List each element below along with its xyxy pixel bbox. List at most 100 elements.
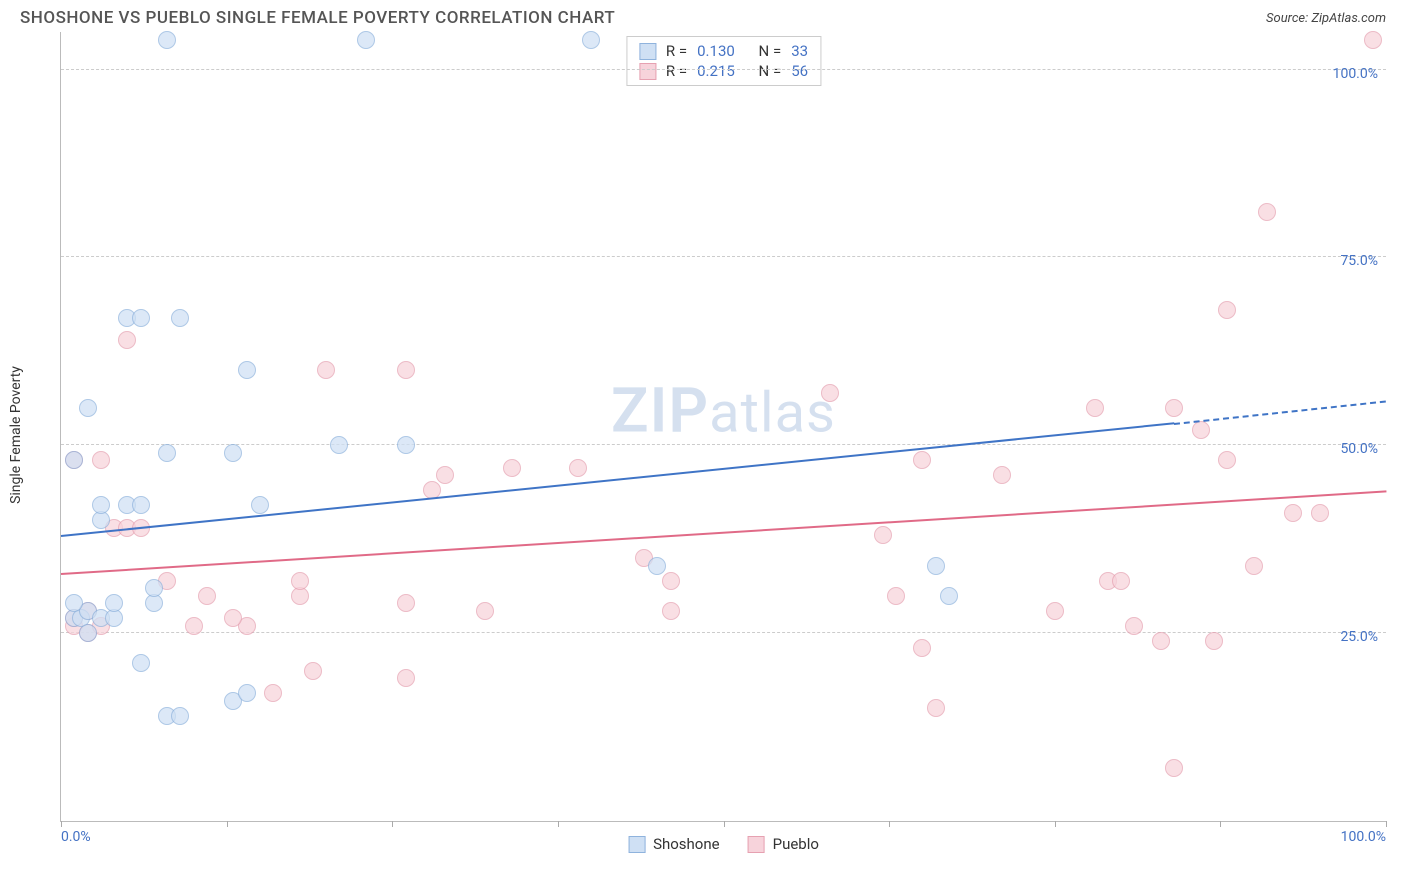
data-point-pueblo xyxy=(503,459,521,477)
data-point-pueblo xyxy=(397,594,415,612)
data-point-pueblo xyxy=(198,587,216,605)
data-point-pueblo xyxy=(185,617,203,635)
gridline xyxy=(61,69,1386,70)
x-tick xyxy=(392,821,393,827)
data-point-pueblo xyxy=(1364,31,1382,49)
data-point-pueblo xyxy=(569,459,587,477)
page-title: SHOSHONE VS PUEBLO SINGLE FEMALE POVERTY… xyxy=(20,8,615,28)
trend-line xyxy=(1174,400,1386,425)
data-point-pueblo xyxy=(1112,572,1130,590)
y-tick-label: 25.0% xyxy=(1340,629,1378,645)
correlation-legend: R = 0.130 N = 33 R = 0.215 N = 56 xyxy=(626,36,821,86)
data-point-pueblo xyxy=(1152,632,1170,650)
data-point-pueblo xyxy=(476,602,494,620)
data-point-pueblo xyxy=(1284,504,1302,522)
data-point-pueblo xyxy=(397,361,415,379)
data-point-shoshone xyxy=(92,496,110,514)
data-point-shoshone xyxy=(940,587,958,605)
swatch-pueblo xyxy=(748,836,765,853)
x-tick xyxy=(1220,821,1221,827)
legend-item-pueblo: Pueblo xyxy=(748,835,819,853)
data-point-shoshone xyxy=(171,707,189,725)
data-point-pueblo xyxy=(92,451,110,469)
data-point-pueblo xyxy=(1086,399,1104,417)
data-point-pueblo xyxy=(662,572,680,590)
data-point-pueblo xyxy=(1245,557,1263,575)
swatch-shoshone xyxy=(628,836,645,853)
swatch-shoshone xyxy=(639,43,656,60)
data-point-shoshone xyxy=(357,31,375,49)
data-point-pueblo xyxy=(1218,451,1236,469)
data-point-shoshone xyxy=(145,579,163,597)
data-point-pueblo xyxy=(1165,759,1183,777)
legend-row-pueblo: R = 0.215 N = 56 xyxy=(639,61,808,81)
data-point-shoshone xyxy=(158,444,176,462)
data-point-shoshone xyxy=(397,436,415,454)
x-tick xyxy=(558,821,559,827)
x-tick xyxy=(227,821,228,827)
data-point-shoshone xyxy=(132,654,150,672)
data-point-shoshone xyxy=(158,31,176,49)
plot-area: ZIPatlas R = 0.130 N = 33 R = 0.215 N = … xyxy=(60,32,1386,822)
data-point-pueblo xyxy=(1218,301,1236,319)
gridline xyxy=(61,444,1386,445)
data-point-pueblo xyxy=(304,662,322,680)
gridline xyxy=(61,632,1386,633)
data-point-shoshone xyxy=(330,436,348,454)
data-point-pueblo xyxy=(1125,617,1143,635)
data-point-pueblo xyxy=(662,602,680,620)
data-point-shoshone xyxy=(238,684,256,702)
data-point-shoshone xyxy=(65,594,83,612)
data-point-pueblo xyxy=(993,466,1011,484)
data-point-shoshone xyxy=(65,451,83,469)
source-attribution: Source: ZipAtlas.com xyxy=(1266,11,1386,26)
data-point-pueblo xyxy=(1311,504,1329,522)
data-point-pueblo xyxy=(291,572,309,590)
y-tick-label: 75.0% xyxy=(1340,253,1378,269)
watermark: ZIPatlas xyxy=(611,374,836,447)
data-point-pueblo xyxy=(913,451,931,469)
data-point-shoshone xyxy=(648,557,666,575)
y-tick-label: 100.0% xyxy=(1333,66,1378,82)
legend-row-shoshone: R = 0.130 N = 33 xyxy=(639,41,808,61)
data-point-pueblo xyxy=(874,526,892,544)
swatch-pueblo xyxy=(639,63,656,80)
data-point-pueblo xyxy=(264,684,282,702)
data-point-shoshone xyxy=(105,594,123,612)
data-point-pueblo xyxy=(1046,602,1064,620)
data-point-pueblo xyxy=(927,699,945,717)
data-point-pueblo xyxy=(821,384,839,402)
legend-item-shoshone: Shoshone xyxy=(628,835,720,853)
data-point-pueblo xyxy=(118,331,136,349)
x-tick xyxy=(61,821,62,827)
scatter-chart: Single Female Poverty ZIPatlas R = 0.130… xyxy=(60,32,1386,822)
x-tick xyxy=(724,821,725,827)
x-tick xyxy=(889,821,890,827)
data-point-shoshone xyxy=(79,399,97,417)
x-tick-label: 0.0% xyxy=(61,829,91,845)
data-point-pueblo xyxy=(317,361,335,379)
data-point-pueblo xyxy=(436,466,454,484)
x-tick xyxy=(1386,821,1387,827)
gridline xyxy=(61,256,1386,257)
data-point-pueblo xyxy=(1165,399,1183,417)
data-point-shoshone xyxy=(132,496,150,514)
data-point-pueblo xyxy=(1192,421,1210,439)
data-point-pueblo xyxy=(397,669,415,687)
x-tick xyxy=(1055,821,1056,827)
data-point-shoshone xyxy=(224,444,242,462)
data-point-shoshone xyxy=(251,496,269,514)
data-point-shoshone xyxy=(238,361,256,379)
y-tick-label: 50.0% xyxy=(1340,441,1378,457)
data-point-pueblo xyxy=(913,639,931,657)
y-axis-label: Single Female Poverty xyxy=(8,366,24,504)
data-point-shoshone xyxy=(132,309,150,327)
data-point-pueblo xyxy=(887,587,905,605)
data-point-pueblo xyxy=(1205,632,1223,650)
data-point-pueblo xyxy=(1258,203,1276,221)
series-legend: Shoshone Pueblo xyxy=(628,835,819,853)
x-tick-label: 100.0% xyxy=(1341,829,1386,845)
data-point-shoshone xyxy=(582,31,600,49)
data-point-shoshone xyxy=(927,557,945,575)
data-point-pueblo xyxy=(224,609,242,627)
